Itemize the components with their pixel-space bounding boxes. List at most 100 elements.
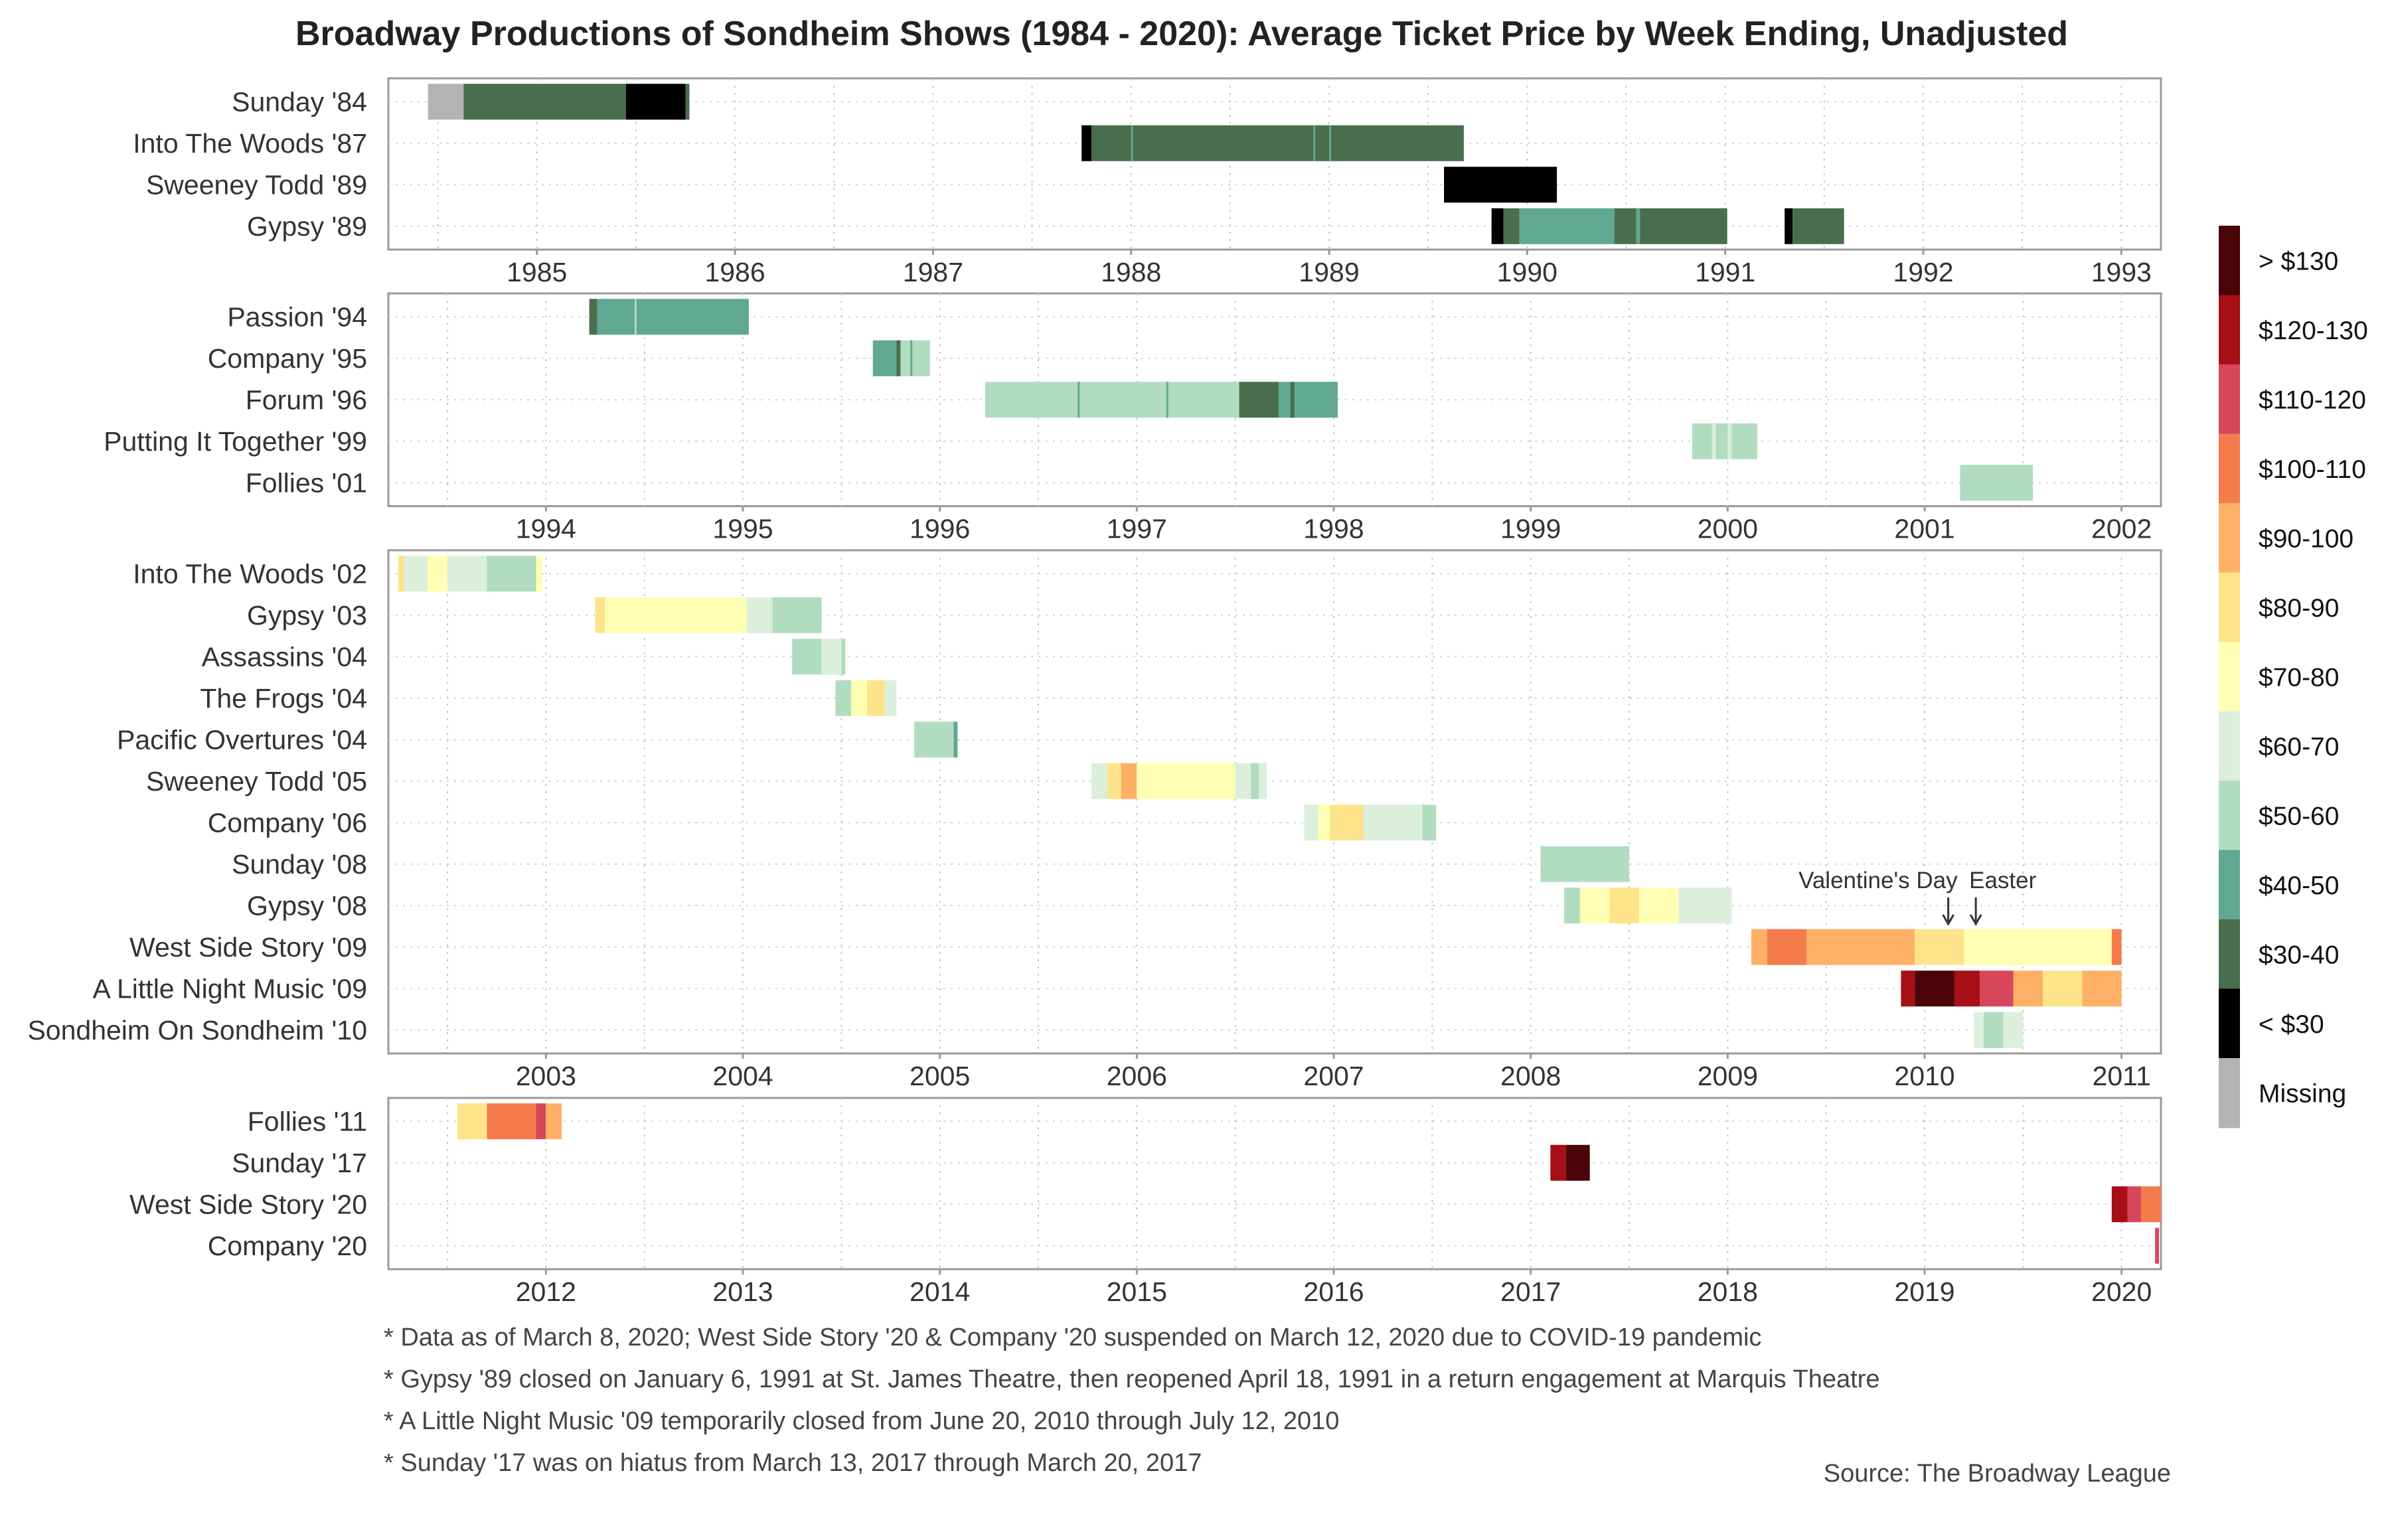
price-segment [910, 340, 913, 376]
show-label: Gypsy '08 [247, 890, 367, 921]
show-label: Sunday '84 [232, 86, 367, 117]
price-segment [685, 84, 690, 120]
price-segment [985, 382, 1239, 418]
price-segment [1251, 763, 1259, 799]
show-label: West Side Story '20 [129, 1189, 367, 1219]
legend-swatch [2219, 226, 2240, 296]
price-segment [1954, 970, 1980, 1007]
x-tick-label: 2011 [2093, 1061, 2151, 1091]
price-segment [792, 639, 822, 675]
footnote: * Gypsy '89 closed on January 6, 1991 at… [384, 1365, 1879, 1393]
price-segment [1121, 763, 1137, 799]
show-row: Sunday '17 [232, 1144, 1590, 1181]
price-segment [953, 722, 958, 758]
price-segment [1785, 208, 1793, 244]
show-label: Company '20 [208, 1231, 367, 1261]
show-row: Assassins '04 [202, 639, 846, 675]
x-tick-label: 1995 [712, 514, 773, 544]
price-segment [428, 556, 447, 592]
legend-label: $90-100 [2259, 524, 2353, 553]
show-row: Follies '01 [246, 465, 2033, 501]
price-segment [1964, 929, 2112, 965]
price-segment [1081, 125, 1092, 161]
legend-swatch [2219, 433, 2240, 504]
price-segment [589, 299, 598, 335]
x-tick-label: 1997 [1107, 514, 1167, 544]
price-segment [1444, 167, 1557, 203]
show-row: Forum '96 [246, 382, 1338, 418]
price-segment [1131, 125, 1133, 161]
price-segment [2141, 1186, 2161, 1223]
legend-label: Missing [2259, 1079, 2346, 1108]
x-tick-label: 1992 [1893, 257, 1953, 287]
x-tick-label: 2007 [1303, 1061, 1364, 1091]
legend-swatch [2219, 572, 2240, 643]
show-label: Sweeney Todd '89 [146, 169, 367, 200]
price-segment [746, 597, 773, 633]
annotation-label: Valentine's Day [1798, 868, 1958, 893]
price-segment [851, 680, 867, 716]
show-label: Follies '01 [246, 467, 367, 498]
show-row: Sondheim On Sondheim '10 [27, 1012, 2024, 1048]
price-segment [1235, 763, 1267, 799]
price-segment [1137, 763, 1235, 799]
legend-label: $30-40 [2259, 941, 2339, 969]
price-segment [546, 1103, 562, 1140]
show-row: Into The Woods '02 [133, 556, 542, 592]
x-tick-label: 2006 [1107, 1061, 1167, 1091]
show-row: Gypsy '89 [247, 208, 1844, 244]
panel-frame [387, 549, 2162, 1055]
x-tick-label: 1998 [1303, 514, 1364, 544]
price-segment [1901, 970, 1915, 1007]
price-segment [595, 597, 605, 633]
price-segment [1318, 805, 1330, 841]
price-segment [487, 556, 536, 592]
price-segment [1692, 423, 1757, 459]
chart-panels: Sunday '84 Into The Woods '87 Sweeney Todd… [27, 77, 2162, 1307]
show-row: Sweeney Todd '89 [146, 167, 1557, 203]
price-segment [447, 556, 487, 592]
show-row: Company '95 [208, 340, 930, 376]
x-tick-label: 2020 [2091, 1276, 2152, 1307]
show-label: A Little Night Music '09 [93, 973, 367, 1004]
annotation-label: Easter [1969, 868, 2036, 893]
price-segment [1826, 929, 1915, 965]
price-segment [1767, 929, 1806, 965]
price-segment [1727, 423, 1732, 459]
x-axis: 1985 1986 1987 1988 1989 1990 1991 1992 1993 [507, 250, 2152, 287]
price-segment [2043, 970, 2053, 1007]
price-segment [1290, 382, 1295, 418]
legend-label: $110-120 [2259, 386, 2366, 414]
legend-swatch [2219, 988, 2240, 1059]
show-row: Sunday '08 [232, 846, 1629, 882]
annotation-arrowhead [1969, 914, 1982, 927]
show-label: Assassins '04 [202, 641, 367, 672]
price-segment [1806, 929, 1826, 965]
show-row: West Side Story '09 [129, 929, 2122, 965]
show-row: Company '06 [208, 805, 1437, 841]
price-segment [634, 299, 637, 335]
price-segment [428, 84, 464, 120]
x-tick-label: 2016 [1303, 1276, 1364, 1307]
show-label: Forum '96 [246, 384, 367, 415]
price-segment [1550, 1144, 1567, 1181]
x-tick-label: 2005 [910, 1061, 970, 1091]
price-segment [2111, 1186, 2128, 1223]
price-segment [1239, 382, 1279, 418]
price-segment [1077, 382, 1080, 418]
gridlines [388, 293, 2161, 506]
price-segment [1422, 805, 1437, 841]
price-segment [1304, 382, 1338, 418]
legend-swatch [2219, 364, 2240, 435]
x-tick-label: 1991 [1695, 257, 1755, 287]
x-axis: 2003 2004 2005 2006 2007 2008 2009 2010 2011 [516, 1053, 2151, 1091]
show-label: Gypsy '03 [247, 600, 367, 631]
price-segment [1313, 125, 1316, 161]
legend-swatch [2219, 781, 2240, 851]
price-segment [821, 639, 842, 675]
show-row: Pacific Overtures '04 [117, 722, 958, 758]
price-segment [2013, 970, 2043, 1007]
show-label: Putting It Together '99 [104, 426, 367, 457]
price-segment [605, 597, 747, 633]
